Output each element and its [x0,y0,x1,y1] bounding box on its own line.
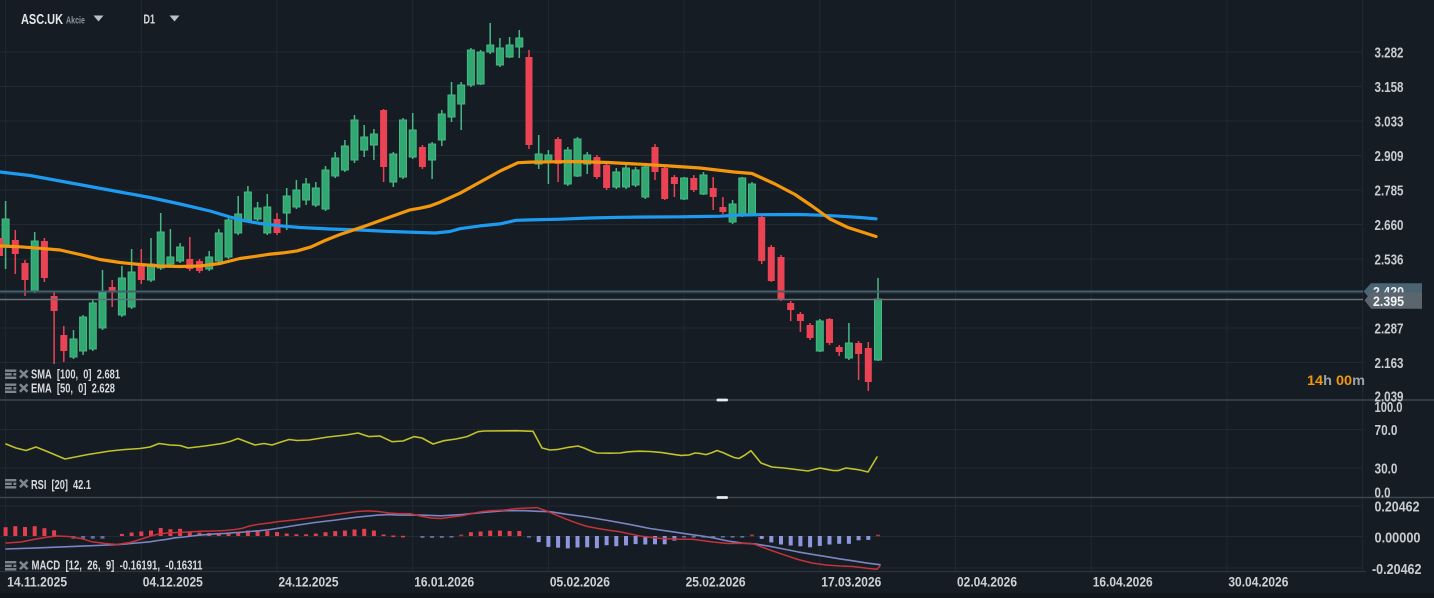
svg-text:25.02.2026: 25.02.2026 [686,573,746,589]
svg-text:05.02.2026: 05.02.2026 [550,573,610,589]
svg-text:3.158: 3.158 [1375,79,1404,96]
svg-text:SMA [100, 0] 2.681: SMA [100, 0] 2.681 [31,367,120,382]
svg-text:2.660: 2.660 [1375,217,1404,234]
svg-text:2.163: 2.163 [1375,355,1404,372]
svg-text:2.536: 2.536 [1375,252,1404,269]
svg-text:02.04.2026: 02.04.2026 [957,573,1017,589]
svg-text:0.20462: 0.20462 [1375,499,1420,516]
svg-text:MACD [12, 26, 9] -0.16191,: MACD [12, 26, 9] -0.16191, -0.16311 [32,557,203,572]
svg-text:Akcie: Akcie [66,14,85,26]
svg-text:14.11.2025: 14.11.2025 [7,573,67,589]
svg-text:100.0: 100.0 [1375,399,1403,416]
svg-text:30.04.2026: 30.04.2026 [1228,573,1288,589]
svg-text:70.0: 70.0 [1375,422,1398,439]
svg-text:30.0: 30.0 [1375,461,1398,478]
svg-text:2.039: 2.039 [1375,389,1404,406]
svg-text:0.0: 0.0 [1375,484,1391,501]
svg-text:2.287: 2.287 [1375,321,1404,338]
svg-text:0.00000: 0.00000 [1375,530,1421,547]
svg-text:2.785: 2.785 [1375,183,1404,200]
svg-text:16.01.2026: 16.01.2026 [414,573,474,589]
svg-text:04.12.2025: 04.12.2025 [143,573,203,589]
svg-text:14h 00m: 14h 00m [1307,372,1365,388]
svg-text:EMA [50, 0] 2.628: EMA [50, 0] 2.628 [31,381,115,396]
svg-text:16.04.2026: 16.04.2026 [1093,573,1153,589]
svg-text:RSI [20] 42.1: RSI [20] 42.1 [31,477,91,492]
svg-text:24.12.2025: 24.12.2025 [279,573,339,589]
svg-text:-0.20462: -0.20462 [1372,561,1422,578]
svg-text:2.909: 2.909 [1375,148,1404,165]
svg-text:3.282: 3.282 [1375,45,1404,62]
svg-text:3.033: 3.033 [1375,114,1404,131]
svg-text:17.03.2026: 17.03.2026 [821,573,881,589]
svg-text:2.395: 2.395 [1373,293,1404,309]
svg-text:D1: D1 [144,13,156,27]
svg-text:ASC.UK: ASC.UK [21,12,63,28]
